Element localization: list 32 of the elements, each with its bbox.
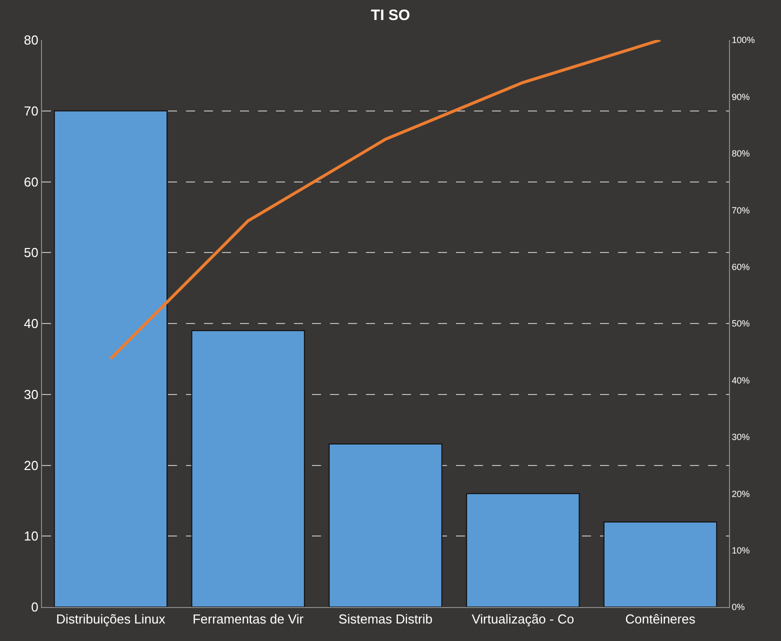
y2-tick-label: 90% (732, 92, 750, 102)
x-tick-label: Distribuições Linux (56, 612, 166, 627)
y-tick-label: 80 (24, 32, 38, 48)
y-tick-label: 20 (24, 458, 38, 473)
y2-tick-label: 20% (732, 488, 750, 499)
chart-title: TI SO (370, 7, 410, 24)
y2-tick-label: 40% (732, 375, 750, 386)
line-series (109, 40, 662, 360)
x-tick-label: Ferramentas de Vir (192, 612, 304, 627)
bar (191, 330, 305, 607)
y2-tick-label: 0% (732, 602, 745, 612)
y-tick-label: 60 (24, 174, 38, 190)
y-tick-label: 70 (24, 103, 38, 118)
y2-tick-label: 60% (732, 262, 750, 272)
x-tick-label: Sistemas Distrib (338, 612, 432, 627)
y2-tick-label: 10% (732, 545, 750, 556)
y2-tick-label: 50% (732, 318, 750, 329)
y2-tick-label: 70% (732, 205, 750, 216)
y-tick-label: 30 (24, 386, 38, 402)
x-tick-label: Contêineres (625, 612, 696, 627)
y2-tick-label: 100% (732, 35, 755, 46)
y-tick-label: 0 (31, 600, 38, 615)
bar (54, 110, 168, 607)
y-tick-label: 40 (24, 316, 38, 332)
y2-tick-label: 80% (732, 148, 750, 159)
bar (466, 493, 580, 607)
bar (328, 443, 442, 607)
y-tick-label: 10 (24, 528, 38, 544)
y-tick-label: 50 (24, 245, 38, 260)
y2-tick-label: 30% (732, 432, 750, 442)
bar (603, 521, 718, 607)
x-tick-label: Virtualização - Co (472, 612, 574, 627)
